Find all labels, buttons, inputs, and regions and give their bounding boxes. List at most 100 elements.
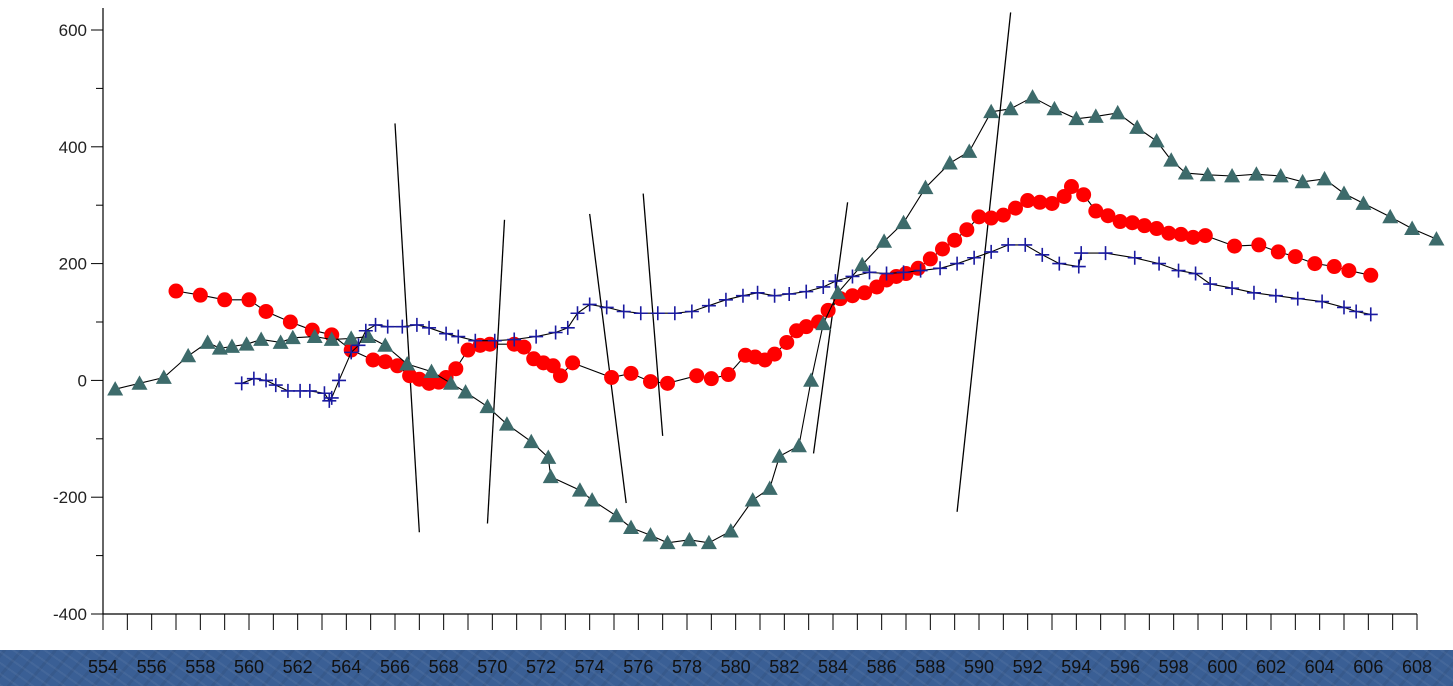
data-point-circle <box>1326 259 1342 275</box>
data-point-triangle <box>360 328 377 343</box>
data-point-plus <box>332 373 347 388</box>
x-tick-label: 586 <box>867 657 897 677</box>
data-point-triangle <box>238 336 255 351</box>
x-tick-label: 604 <box>1305 657 1335 677</box>
data-point-triangle <box>1316 170 1333 186</box>
data-point-triangle <box>323 331 340 346</box>
data-point-triangle <box>854 256 871 272</box>
data-point-triangle <box>399 356 416 371</box>
x-tick-label: 590 <box>964 657 994 677</box>
data-point-circle <box>1287 249 1303 265</box>
data-point-plus <box>750 285 765 300</box>
data-point-plus <box>862 265 877 280</box>
data-point-plus <box>570 306 585 321</box>
data-point-plus <box>735 288 750 303</box>
data-point-plus <box>368 317 383 332</box>
annotation-line <box>394 123 420 533</box>
data-point-plus <box>718 292 733 307</box>
data-point-circle <box>1173 226 1189 242</box>
data-point-plus <box>324 390 339 405</box>
data-point-plus <box>845 269 860 284</box>
data-point-plus <box>560 320 575 335</box>
data-point-triangle <box>895 214 912 230</box>
data-point-triangle <box>1046 100 1063 116</box>
data-point-plus <box>380 319 395 334</box>
data-point-circle <box>995 207 1011 223</box>
data-point-circle <box>959 222 975 238</box>
data-point-triangle <box>1199 166 1216 182</box>
data-point-plus <box>701 298 716 313</box>
data-point-circle <box>922 251 938 267</box>
data-point-triangle <box>284 329 301 345</box>
data-point-plus <box>1018 237 1033 252</box>
data-point-plus <box>302 383 317 398</box>
data-point-triangle <box>961 143 978 158</box>
data-point-plus <box>1098 246 1113 261</box>
data-point-plus <box>767 288 782 303</box>
data-point-plus <box>1225 281 1240 296</box>
data-point-triangle <box>211 340 228 355</box>
x-tick-label: 568 <box>429 657 459 677</box>
data-point-plus <box>1171 263 1186 278</box>
data-point-triangle <box>442 375 459 390</box>
data-point-plus <box>280 383 295 398</box>
data-point-plus <box>351 338 366 353</box>
data-point-circle <box>1185 229 1201 245</box>
data-point-circle <box>935 241 950 257</box>
data-point-triangle <box>479 398 496 414</box>
data-point-triangle <box>1355 195 1372 210</box>
data-point-triangle <box>1248 166 1265 181</box>
data-point-plus <box>246 371 261 386</box>
x-tick-label: 560 <box>234 657 264 677</box>
data-point-circle <box>947 232 963 248</box>
data-point-circle <box>377 354 393 370</box>
series-line <box>115 96 1437 544</box>
data-point-triangle <box>540 449 557 464</box>
data-point-circle <box>1363 267 1379 283</box>
data-point-triangle <box>523 433 540 449</box>
data-point-circle <box>660 375 676 391</box>
data-point-circle <box>983 210 999 226</box>
data-point-circle <box>720 367 736 383</box>
data-point-circle <box>192 287 208 303</box>
data-point-triangle <box>377 337 394 352</box>
data-point-triangle <box>272 334 289 349</box>
data-point-triangle <box>608 507 625 523</box>
data-point-circle <box>552 368 568 384</box>
data-point-plus <box>395 319 410 334</box>
data-point-circle <box>1020 193 1036 209</box>
data-point-plus <box>451 329 466 344</box>
data-point-circle <box>767 346 783 362</box>
data-point-circle <box>448 361 464 377</box>
data-point-plus <box>1203 277 1218 292</box>
data-point-plus <box>487 333 502 348</box>
data-point-circle <box>365 352 381 368</box>
data-point-triangle <box>815 315 832 331</box>
data-point-triangle <box>306 328 323 343</box>
data-point-plus <box>582 297 597 312</box>
x-tick-label: 578 <box>672 657 702 677</box>
data-point-triangle <box>803 372 820 387</box>
data-point-plus <box>816 279 831 294</box>
data-point-triangle <box>1336 185 1352 200</box>
data-point-triangle <box>343 330 360 345</box>
data-point-plus <box>234 376 249 391</box>
data-point-plus <box>1071 259 1086 274</box>
data-point-circle <box>798 319 814 335</box>
data-point-plus <box>439 326 454 341</box>
data-point-plus <box>358 323 373 338</box>
x-tick-label: 570 <box>477 657 507 677</box>
data-point-triangle <box>941 155 958 170</box>
data-point-triangle <box>107 381 124 396</box>
data-point-circle <box>1063 179 1079 195</box>
data-point-plus <box>616 304 631 319</box>
data-point-circle <box>844 288 860 304</box>
x-tick-label: 602 <box>1256 657 1286 677</box>
data-point-circle <box>1227 238 1242 254</box>
data-point-circle <box>1251 237 1267 253</box>
data-point-plus <box>548 325 563 340</box>
x-tick-label: 566 <box>380 657 410 677</box>
data-point-triangle <box>1224 168 1241 183</box>
data-point-triangle <box>199 334 216 349</box>
data-point-triangle <box>681 531 698 547</box>
